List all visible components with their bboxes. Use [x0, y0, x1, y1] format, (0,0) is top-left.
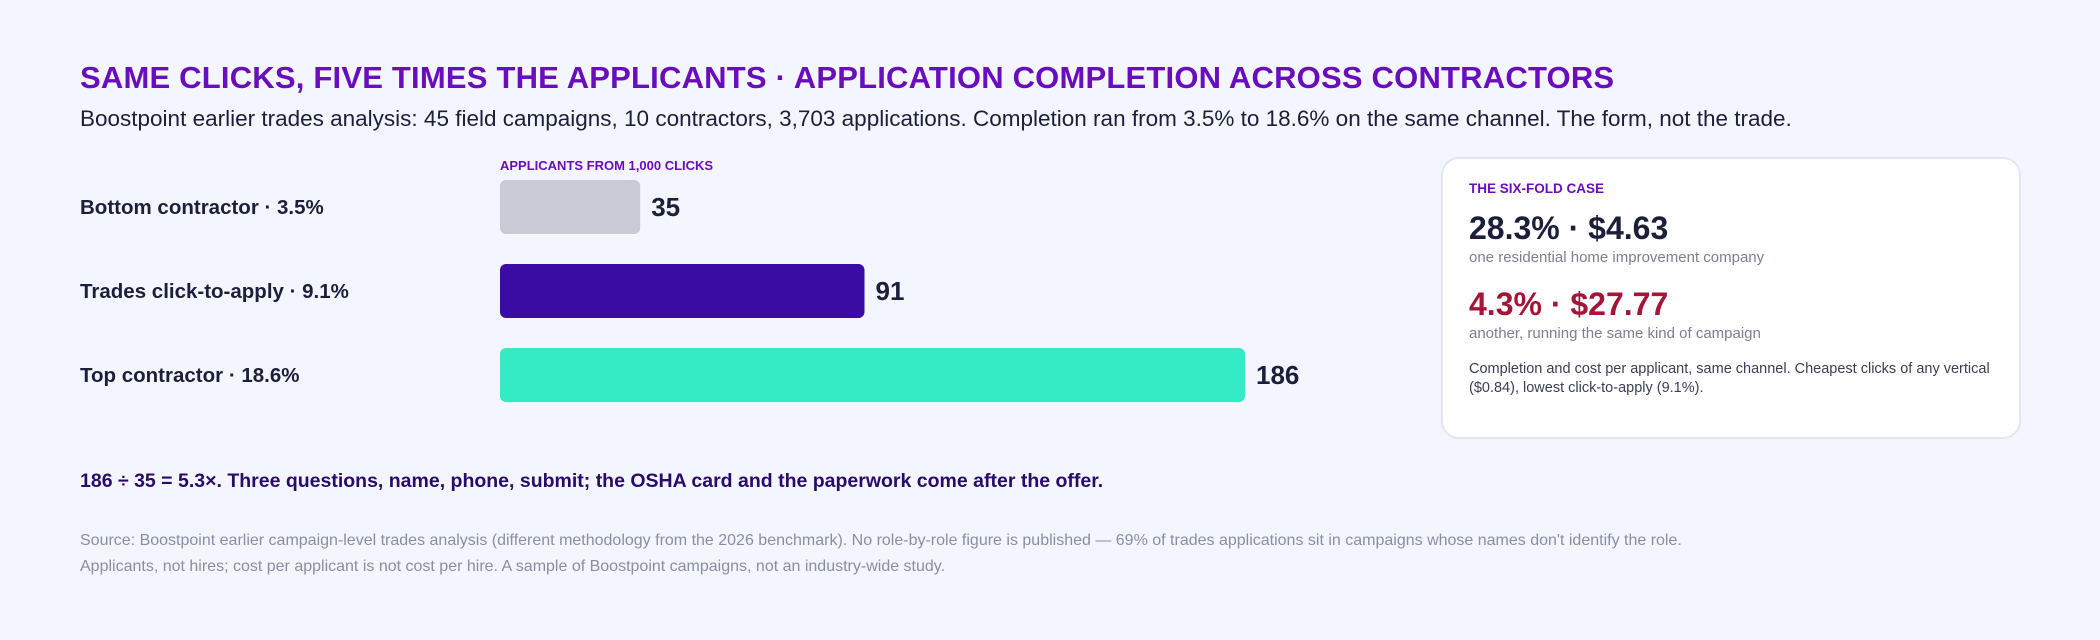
- source-line-1: Source: Boostpoint earlier campaign-leve…: [80, 532, 1682, 549]
- value-label: 91: [875, 276, 904, 306]
- six-fold-card: THE SIX-FOLD CASE 28.3% · $4.63 one resi…: [1441, 157, 2021, 439]
- bar: [500, 264, 865, 318]
- card-stat-best: 28.3% · $4.63: [1469, 210, 1669, 246]
- takeaway-text: 186 ÷ 35 = 5.3×. Three questions, name, …: [80, 470, 1104, 492]
- card-stat-worst-caption: another, running the same kind of campai…: [1469, 325, 1761, 342]
- source-note: Source: Boostpoint earlier campaign-leve…: [80, 528, 1980, 580]
- bars-layer: Bottom contractor · 3.5% 35 Trades click-t…: [80, 180, 1299, 402]
- value-label: 35: [651, 192, 680, 222]
- category-label: Top contractor · 18.6%: [80, 364, 299, 387]
- value-label: 186: [1256, 360, 1299, 390]
- bar: [500, 348, 1245, 402]
- page-title: SAME CLICKS, FIVE TIMES THE APPLICANTS ·…: [80, 60, 1615, 95]
- card-stat-best-caption: one residential home improvement company: [1469, 249, 1765, 266]
- bar-chart: APPLICANTS FROM 1,000 CLICKS Bottom cont…: [0, 0, 1400, 440]
- card-stat-worst: 4.3% · $27.77: [1469, 286, 1669, 322]
- card-kicker: THE SIX-FOLD CASE: [1469, 181, 1605, 196]
- category-label: Bottom contractor · 3.5%: [80, 196, 324, 219]
- category-label: Trades click-to-apply · 9.1%: [80, 280, 349, 303]
- axis-caption: APPLICANTS FROM 1,000 CLICKS: [500, 158, 713, 173]
- bar-chart-svg: APPLICANTS FROM 1,000 CLICKS Bottom cont…: [80, 158, 1299, 402]
- source-line-2: Applicants, not hires; cost per applican…: [80, 558, 946, 575]
- card-note: Completion and cost per applicant, same …: [1469, 361, 1990, 396]
- page-subtitle: Boostpoint earlier trades analysis: 45 f…: [80, 106, 1792, 131]
- bar: [500, 180, 641, 234]
